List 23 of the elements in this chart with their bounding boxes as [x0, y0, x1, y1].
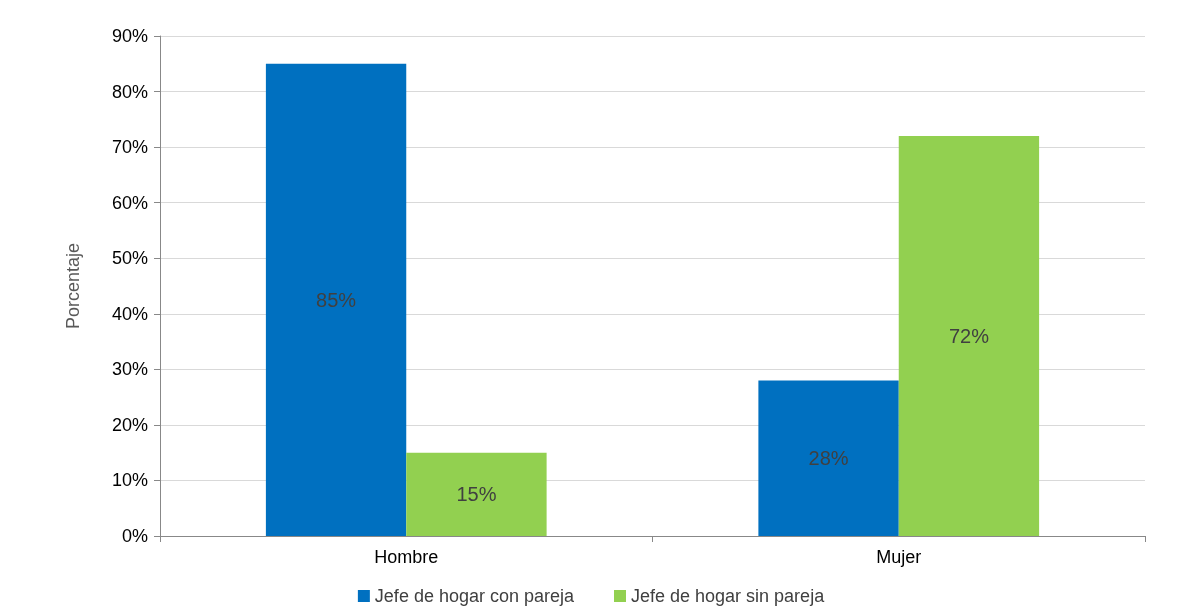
y-axis-title: Porcentaje [63, 242, 83, 330]
y-tick-label: 20% [111, 414, 148, 435]
y-tick-label: 60% [111, 192, 148, 213]
x-tick-label: Mujer [876, 547, 922, 567]
y-tick-label: 10% [111, 470, 148, 491]
bar [265, 63, 407, 536]
bar [406, 452, 547, 536]
y-tick-label: 40% [111, 303, 148, 324]
legend-label: Jefe de hogar sin pareja [631, 586, 826, 606]
x-tick-label: Hombre [374, 547, 439, 567]
legend-label: Jefe de hogar con pareja [374, 586, 575, 606]
y-tick-label: 30% [111, 359, 148, 380]
bar [758, 380, 899, 536]
data-label: 15% [456, 483, 497, 506]
bar [898, 136, 1040, 536]
data-label: 85% [316, 288, 357, 311]
data-label: 72% [948, 325, 990, 347]
y-tick-label: 80% [111, 81, 148, 102]
y-tick-label: 50% [111, 248, 148, 269]
y-tick-label: 0% [121, 526, 148, 546]
y-tick-label: 90% [111, 26, 148, 46]
y-tick-label: 70% [111, 137, 148, 158]
data-label: 28% [808, 447, 849, 470]
